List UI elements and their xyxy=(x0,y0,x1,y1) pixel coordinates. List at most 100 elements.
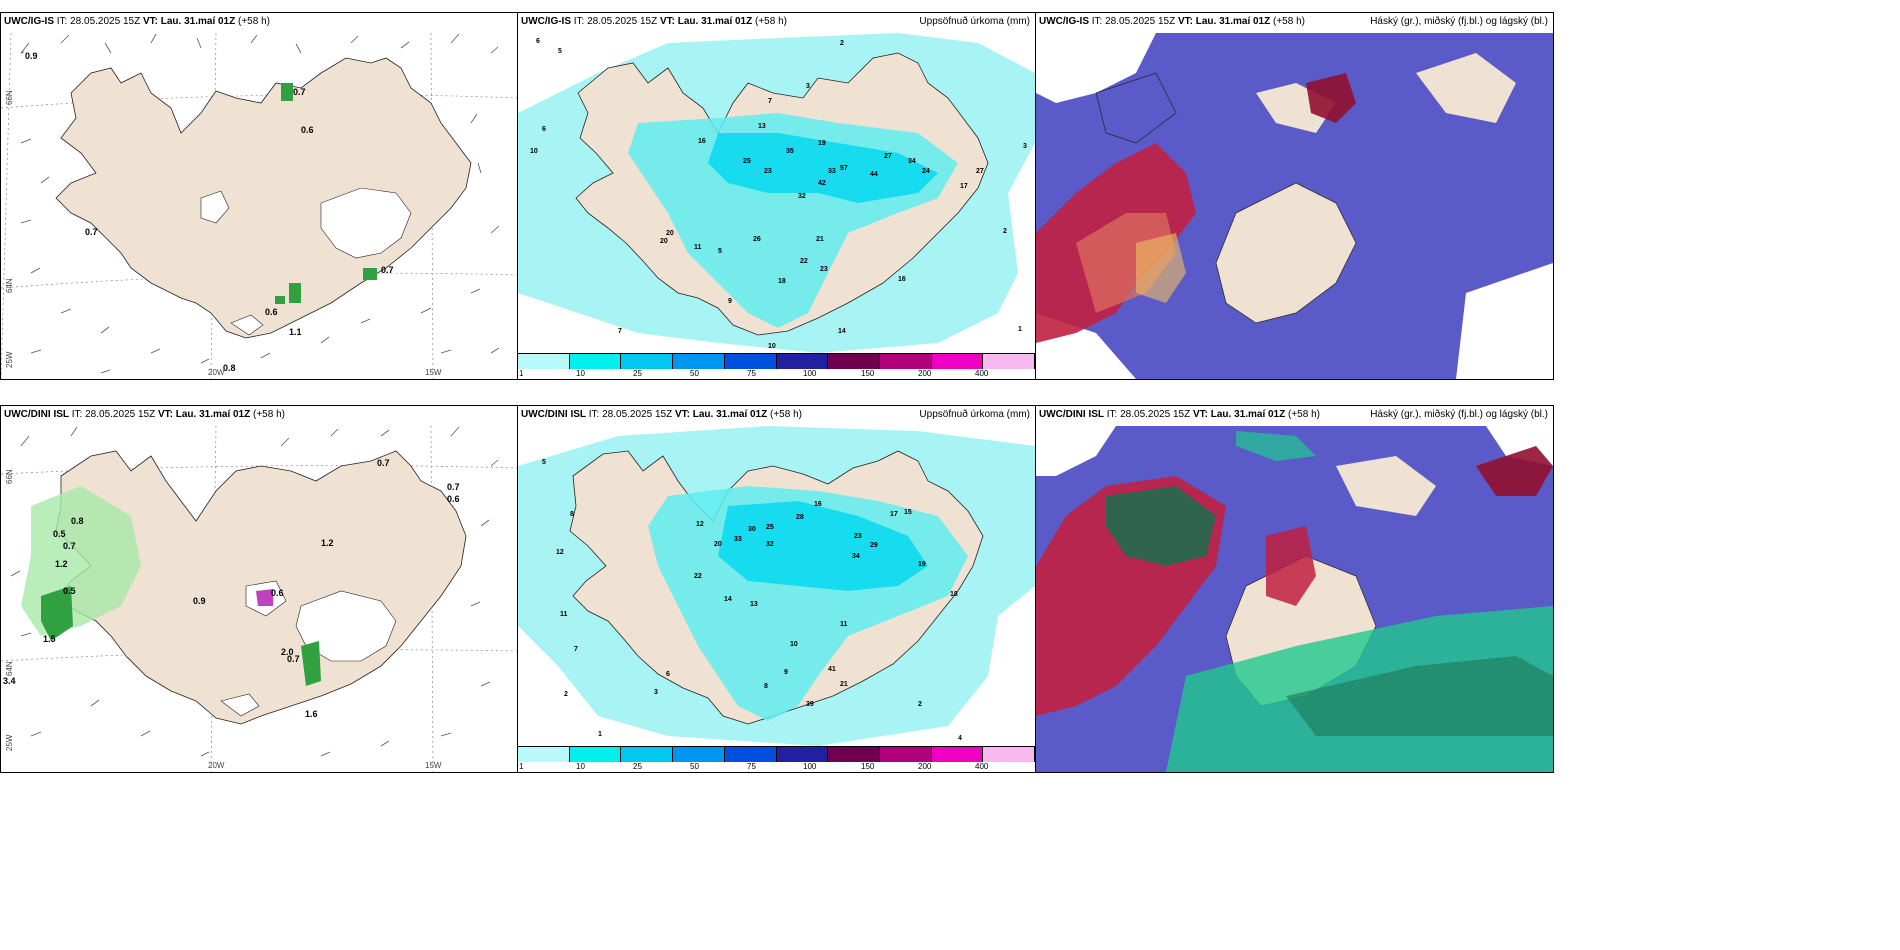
lat-label-64: 64N xyxy=(5,278,14,293)
surface-map: 0.7 0.6 0.8 0.5 0.7 1.2 0.5 1.5 3.4 0.9 … xyxy=(1,425,517,772)
panel-igis-surface: UWC/IG-IS IT: 28.05.2025 15Z VT: Lau. 31… xyxy=(0,12,518,380)
svg-text:14: 14 xyxy=(724,596,732,603)
svg-text:1.2: 1.2 xyxy=(321,538,334,548)
svg-text:3: 3 xyxy=(806,83,810,90)
panel-header: UWC/IG-IS IT: 28.05.2025 15Z VT: Lau. 31… xyxy=(4,16,270,27)
svg-text:1.1: 1.1 xyxy=(289,327,302,337)
lon-label-15: 15W xyxy=(425,761,442,770)
legend-swatch xyxy=(879,354,932,369)
legend-swatch xyxy=(673,354,725,369)
svg-text:2.0: 2.0 xyxy=(281,647,294,657)
svg-text:23: 23 xyxy=(764,168,772,175)
lon-label-25: 25W xyxy=(5,734,14,751)
legend-tick: 150 xyxy=(861,762,875,771)
svg-text:33: 33 xyxy=(734,536,742,543)
panel-dini-precip: UWC/DINI ISL IT: 28.05.2025 15Z VT: Lau.… xyxy=(517,405,1036,773)
svg-text:2: 2 xyxy=(564,691,568,698)
legend-swatch xyxy=(724,354,777,369)
svg-text:1.2: 1.2 xyxy=(55,559,68,569)
svg-text:11: 11 xyxy=(560,611,568,618)
svg-text:17: 17 xyxy=(890,511,898,518)
lon-label-20: 20W xyxy=(208,761,225,770)
cloud-map xyxy=(1036,33,1553,379)
legend-tick: 25 xyxy=(633,369,642,378)
svg-text:0.7: 0.7 xyxy=(63,541,76,551)
legend-tick: 400 xyxy=(975,369,989,378)
precip-legend: 1 10 25 50 75 100 150 200 400 xyxy=(518,353,1035,379)
svg-text:7: 7 xyxy=(574,646,578,653)
legend-tick: 100 xyxy=(803,762,817,771)
svg-text:6: 6 xyxy=(666,671,670,678)
panel-header: UWC/DINI ISL IT: 28.05.2025 15Z VT: Lau.… xyxy=(521,409,802,420)
legend-tick: 50 xyxy=(690,762,699,771)
svg-text:20: 20 xyxy=(714,541,722,548)
legend-swatch xyxy=(983,354,1035,369)
svg-text:34: 34 xyxy=(908,158,916,165)
legend-swatch xyxy=(776,747,829,762)
svg-text:10: 10 xyxy=(768,343,776,350)
svg-text:11: 11 xyxy=(840,621,848,628)
legend-tick: 10 xyxy=(576,369,585,378)
svg-text:0.7: 0.7 xyxy=(377,458,390,468)
svg-text:22: 22 xyxy=(800,258,808,265)
lat-label-66: 66N xyxy=(5,469,14,484)
svg-text:9: 9 xyxy=(784,669,788,676)
svg-text:20: 20 xyxy=(666,230,674,237)
svg-text:19: 19 xyxy=(818,140,826,147)
svg-text:34: 34 xyxy=(852,553,860,560)
svg-text:13: 13 xyxy=(758,123,766,130)
panel-title: Uppsöfnuð úrkoma (mm) xyxy=(919,16,1030,27)
iceland-land xyxy=(55,57,472,339)
svg-text:9: 9 xyxy=(728,298,732,305)
svg-text:0.5: 0.5 xyxy=(53,529,66,539)
legend-swatch xyxy=(518,354,570,369)
svg-text:0.8: 0.8 xyxy=(223,363,236,373)
panel-title: Háský (gr.), miðský (fj.bl.) og lágský (… xyxy=(1370,16,1548,27)
svg-text:16: 16 xyxy=(814,501,822,508)
legend-tick: 100 xyxy=(803,369,817,378)
legend-tick: 400 xyxy=(975,762,989,771)
svg-text:0.7: 0.7 xyxy=(293,87,306,97)
cloud-map xyxy=(1036,426,1553,772)
lon-label-25: 25W xyxy=(5,351,14,368)
svg-text:3: 3 xyxy=(654,689,658,696)
svg-text:19: 19 xyxy=(918,561,926,568)
svg-text:0.6: 0.6 xyxy=(301,125,314,135)
svg-text:42: 42 xyxy=(818,180,826,187)
panel-dini-clouds: UWC/DINI ISL IT: 28.05.2025 15Z VT: Lau.… xyxy=(1035,405,1554,773)
svg-text:23: 23 xyxy=(854,533,862,540)
svg-text:32: 32 xyxy=(798,193,806,200)
legend-tick: 75 xyxy=(747,369,756,378)
panel-igis-precip: UWC/IG-IS IT: 28.05.2025 15Z VT: Lau. 31… xyxy=(517,12,1036,380)
legend-swatch xyxy=(828,354,880,369)
svg-text:17: 17 xyxy=(960,183,968,190)
legend-tick: 200 xyxy=(918,762,932,771)
lat-label-66: 66N xyxy=(5,90,14,105)
svg-text:0.8: 0.8 xyxy=(71,516,84,526)
svg-text:27: 27 xyxy=(884,153,892,160)
legend-colorbar xyxy=(518,746,1035,762)
svg-text:12: 12 xyxy=(696,521,704,528)
lat-label-64: 64N xyxy=(5,661,14,676)
svg-text:1: 1 xyxy=(1018,326,1022,333)
svg-text:44: 44 xyxy=(870,171,878,178)
precip-legend: 1 10 25 50 75 100 150 200 400 xyxy=(518,746,1035,772)
svg-text:0.7: 0.7 xyxy=(381,265,394,275)
svg-text:0.7: 0.7 xyxy=(447,482,460,492)
svg-text:41: 41 xyxy=(828,666,836,673)
legend-swatch xyxy=(879,747,932,762)
svg-text:26: 26 xyxy=(753,236,761,243)
svg-text:57: 57 xyxy=(840,165,848,172)
panel-title: Háský (gr.), miðský (fj.bl.) og lágský (… xyxy=(1370,409,1548,420)
svg-text:10: 10 xyxy=(790,641,798,648)
svg-text:33: 33 xyxy=(828,168,836,175)
legend-tick: 150 xyxy=(861,369,875,378)
svg-text:3.4: 3.4 xyxy=(3,676,16,686)
panel-header: UWC/IG-IS IT: 28.05.2025 15Z VT: Lau. 31… xyxy=(1039,16,1305,27)
legend-swatch xyxy=(518,747,570,762)
svg-text:30: 30 xyxy=(748,526,756,533)
svg-text:18: 18 xyxy=(950,591,958,598)
svg-text:0.9: 0.9 xyxy=(25,51,38,61)
svg-text:15: 15 xyxy=(904,509,912,516)
